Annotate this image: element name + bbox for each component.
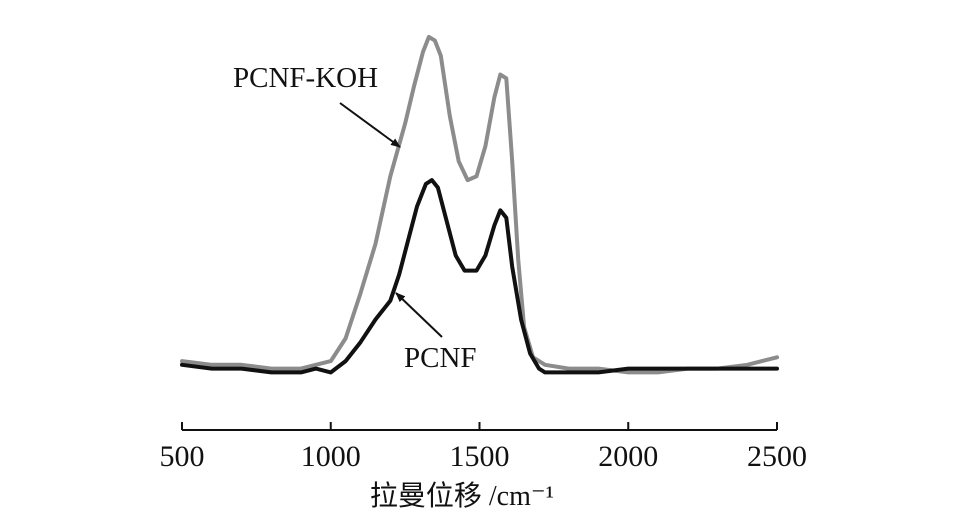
x-ticks: 500 1000 1500 2000 2500 xyxy=(160,422,807,473)
annotation-pcnf-koh-label: PCNF-KOH xyxy=(233,62,378,94)
series-line-pcnf-koh xyxy=(180,34,779,375)
annotation-pcnf-koh-arrow xyxy=(339,102,401,148)
annotation-pcnf-arrow xyxy=(395,292,443,338)
annotation-pcnf-label: PCNF xyxy=(404,342,477,374)
x-axis-label: 拉曼位移 /cm⁻¹ xyxy=(370,480,554,512)
x-tick-label-500: 500 xyxy=(160,440,205,473)
x-tick-label-1500: 1500 xyxy=(450,440,510,473)
x-tick-label-2500: 2500 xyxy=(747,440,807,473)
x-tick-label-2000: 2000 xyxy=(598,440,658,473)
series-line-pcnf xyxy=(180,178,779,375)
series-layer xyxy=(180,34,779,375)
x-tick-label-1000: 1000 xyxy=(301,440,361,473)
